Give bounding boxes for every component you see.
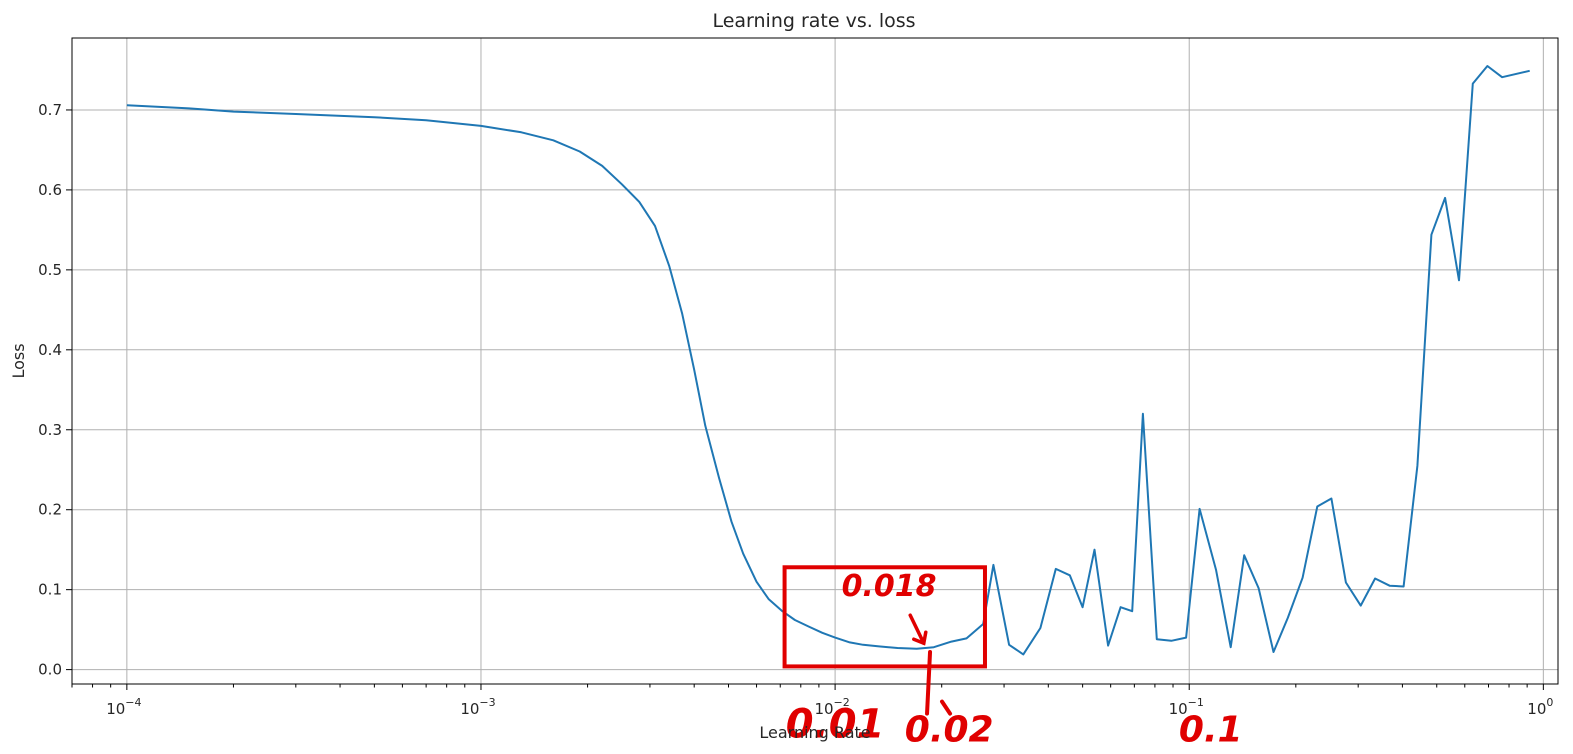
annotation-label: 0.1	[1179, 710, 1243, 751]
x-tick-label: 100	[1527, 696, 1553, 718]
grid	[72, 38, 1558, 684]
series-layer	[126, 65, 1530, 656]
plot-area-frame	[71, 37, 1559, 685]
annotation-pointer	[925, 650, 933, 716]
annotation-pointer-tick	[940, 699, 953, 716]
x-axis-title: Learning Rate	[759, 723, 870, 742]
chart-title: Learning rate vs. loss	[712, 10, 915, 32]
annotation-arrowhead	[912, 630, 928, 646]
y-tick-label: 0.3	[38, 421, 62, 439]
y-tick-label: 0.5	[38, 261, 62, 279]
y-tick-label: 0.4	[38, 341, 62, 359]
y-axis-title: Loss	[9, 343, 28, 378]
y-tick-label: 0.2	[38, 501, 62, 519]
highlight-box	[782, 565, 987, 669]
x-minor-ticks	[71, 684, 1528, 688]
annotation-label: 0.02	[905, 710, 994, 751]
y-axis-ticks: 0.0 0.1 0.2 0.3 0.4 0.5 0.6 0.7	[38, 101, 72, 679]
y-tick-label: 0.0	[38, 661, 62, 679]
x-tick-label: 10−2	[814, 696, 849, 718]
x-tick-label: 10−1	[1169, 696, 1204, 718]
annotation-arrow	[908, 613, 926, 645]
annotation-label: 0.01	[786, 702, 885, 748]
x-tick-label: 10−3	[460, 696, 495, 718]
loss-series-line	[126, 65, 1530, 656]
handwritten-annotations: 0.018 0.01 0.02 0.1	[782, 565, 1243, 751]
annotation-label: 0.018	[842, 569, 937, 604]
x-axis-ticks: 10−4 10−3 10−2 10−1 100	[106, 684, 1553, 718]
y-tick-label: 0.1	[38, 581, 62, 599]
y-tick-label: 0.6	[38, 181, 62, 199]
x-tick-label: 10−4	[106, 696, 141, 718]
y-tick-label: 0.7	[38, 101, 62, 119]
